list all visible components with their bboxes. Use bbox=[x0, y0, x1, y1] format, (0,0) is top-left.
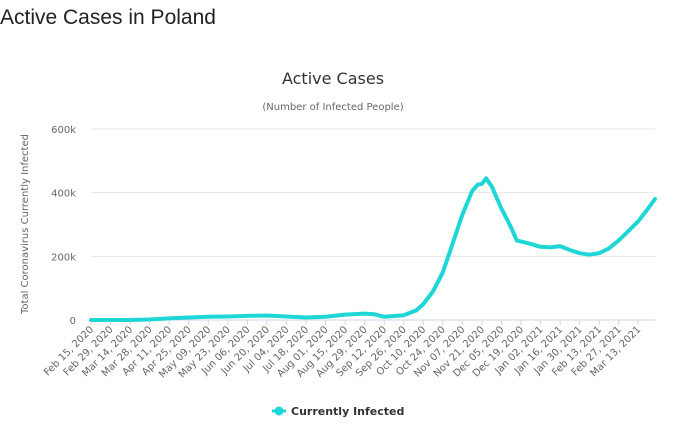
y-tick-label: 600k bbox=[51, 125, 76, 136]
legend-label-currently-infected: Currently Infected bbox=[291, 405, 404, 418]
data-point bbox=[460, 213, 464, 217]
data-point bbox=[636, 219, 640, 223]
data-point bbox=[284, 314, 288, 319]
y-axis-label: Total Coronavirus Currently Infected bbox=[20, 134, 31, 315]
data-point bbox=[323, 315, 328, 319]
y-tick-label: 400k bbox=[51, 189, 76, 200]
data-point bbox=[414, 308, 418, 312]
data-point bbox=[206, 315, 210, 319]
chart-subtitle: (Number of Infected People) bbox=[262, 102, 403, 113]
y-tick-label: 0 bbox=[70, 316, 76, 327]
data-point bbox=[538, 245, 543, 249]
data-point bbox=[226, 314, 230, 319]
data-point bbox=[304, 315, 308, 320]
data-point bbox=[265, 313, 269, 318]
data-point bbox=[470, 189, 474, 193]
data-point bbox=[451, 242, 455, 246]
data-point bbox=[89, 318, 93, 322]
legend-swatch-marker bbox=[274, 406, 284, 416]
legend[interactable]: Currently Infected bbox=[272, 405, 404, 418]
data-point bbox=[245, 314, 249, 318]
data-point bbox=[578, 251, 582, 255]
data-point bbox=[421, 302, 425, 306]
data-point bbox=[148, 317, 152, 322]
data-point bbox=[527, 242, 532, 246]
data-point bbox=[597, 251, 601, 255]
data-point bbox=[476, 183, 480, 187]
data-point bbox=[515, 238, 519, 242]
data-point bbox=[372, 312, 376, 316]
data-point bbox=[382, 315, 386, 319]
data-point bbox=[167, 316, 171, 320]
data-point bbox=[548, 245, 552, 249]
data-point bbox=[607, 246, 611, 250]
chart-title: Active Cases bbox=[282, 69, 384, 88]
data-point bbox=[441, 270, 445, 274]
data-point bbox=[187, 315, 191, 320]
data-point bbox=[626, 229, 631, 233]
data-point bbox=[431, 289, 435, 293]
data-point bbox=[499, 207, 503, 211]
y-tick-label: 200k bbox=[51, 252, 76, 263]
page-title: Active Cases in Poland bbox=[0, 6, 216, 29]
y-axis-ticks: 0 200k 400k 600k bbox=[51, 125, 76, 327]
data-point bbox=[653, 197, 657, 201]
data-point bbox=[402, 313, 406, 317]
data-point bbox=[509, 226, 513, 230]
data-point bbox=[646, 207, 650, 211]
gridlines bbox=[91, 128, 655, 257]
data-point bbox=[490, 184, 494, 188]
data-point bbox=[480, 182, 484, 186]
data-point bbox=[617, 238, 621, 242]
data-point bbox=[558, 244, 562, 248]
data-point bbox=[343, 313, 347, 317]
data-point bbox=[363, 312, 367, 316]
data-point bbox=[128, 318, 132, 322]
data-point bbox=[568, 248, 572, 252]
data-point bbox=[587, 253, 592, 257]
data-point bbox=[484, 176, 488, 180]
series-layer bbox=[89, 176, 657, 322]
